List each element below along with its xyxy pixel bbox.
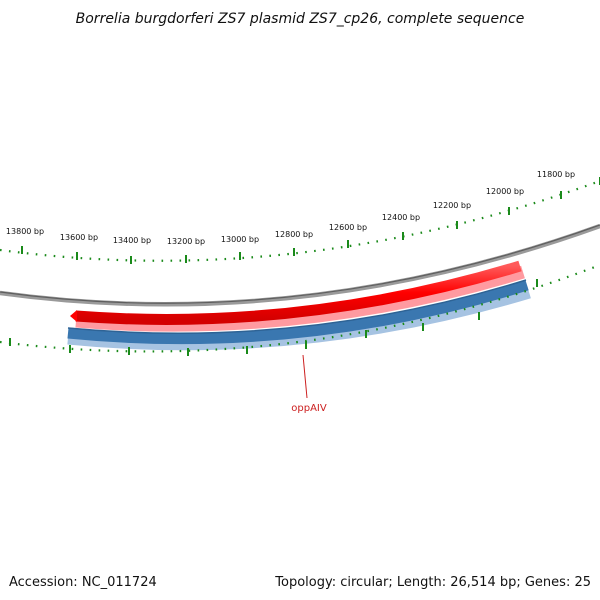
forward-gene[interactable] [70,260,525,332]
tick-label: 13600 bp [60,233,98,242]
forward-gene-body [75,260,522,325]
inner-scale-track [0,263,600,356]
backbone-arc [0,223,600,307]
inner-scale-dotted-arc [0,263,600,353]
outer-major-ticks [21,177,600,264]
tick-label: 13000 bp [221,235,259,244]
tick-label: 12200 bp [433,201,471,210]
tick-label: 12800 bp [275,230,313,239]
gene-label-leader [302,354,308,399]
gene-label-oppAIV[interactable]: oppAIV [291,403,327,414]
tick-label: 11800 bp [537,170,575,179]
forward-gene-arrowhead [70,310,77,322]
tick-label: 12400 bp [382,213,420,222]
reverse-gene-edge [67,279,527,334]
map-title: Borrelia burgdorferi ZS7 plasmid ZS7_cp2… [76,11,525,27]
backbone-arc-highlight [0,224,600,304]
reverse-gene-body [67,279,529,345]
accession-text: Accession: NC_011724 [9,575,157,590]
tick-label: 12000 bp [486,187,524,196]
inner-major-ticks [9,279,538,356]
reverse-gene-oppAIV[interactable] [67,279,531,351]
tick-label: 13200 bp [167,237,205,246]
outer-tick-labels: 11800 bp 12000 bp 12200 bp 12400 bp 12600 bp… [6,170,575,246]
topology-summary-text: Topology: circular; Length: 26,514 bp; G… [274,575,591,590]
tick-label: 13400 bp [113,236,151,245]
tick-label: 13800 bp [6,227,44,236]
outer-scale-track: 11800 bp 12000 bp 12200 bp 12400 bp 12600 bp… [0,170,600,264]
tick-label: 12600 bp [329,223,367,232]
